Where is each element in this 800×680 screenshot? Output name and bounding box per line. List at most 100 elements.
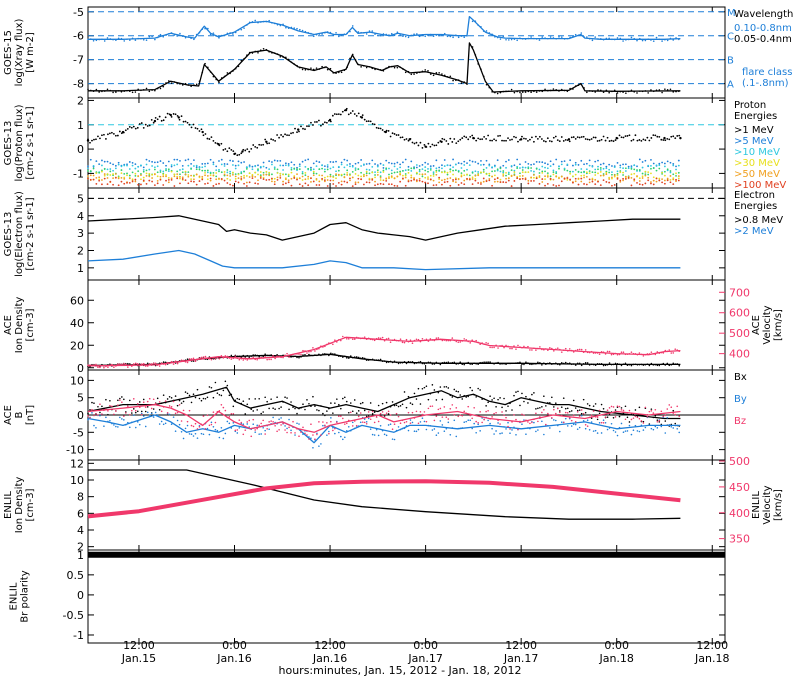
goes13-proton-series-1-dot xyxy=(368,162,371,165)
goes13-proton-series-4-dot xyxy=(569,172,572,175)
ace-magnetic-series-0-noise xyxy=(457,390,460,393)
ace-magnetic-series-0-noise xyxy=(483,398,485,400)
goes15-xray-series-1-noise xyxy=(282,56,284,58)
goes15-xray-flare-class-label: B xyxy=(727,56,734,67)
ace-magnetic-series-0-noise xyxy=(162,394,165,396)
goes15-xray-series-0-noise xyxy=(574,33,577,36)
goes13-proton-series-0-dot xyxy=(493,138,495,141)
goes13-proton-series-0-dot xyxy=(503,139,505,142)
goes13-proton-series-2-dot xyxy=(488,164,491,167)
goes13-proton-series-0-dot xyxy=(260,144,263,146)
goes13-proton-series-0-dot xyxy=(314,121,316,123)
goes13-proton-series-6-dot xyxy=(644,182,647,185)
goes13-proton-series-0-dot xyxy=(479,138,482,141)
ace-magnetic-series-2-noise xyxy=(248,419,251,422)
ace-magnetic-series-0-noise xyxy=(377,404,380,407)
goes13-proton-series-3-dot xyxy=(558,167,560,170)
ace-magnetic-series-0-noise xyxy=(182,400,185,403)
ace-density-velocity-series-1-noise xyxy=(204,355,207,358)
ace-magnetic-series-1-noise xyxy=(425,428,428,431)
goes13-proton-series-0-dot xyxy=(449,137,452,140)
goes15-xray-series-1-noise xyxy=(602,91,605,94)
goes13-proton-series-0-dot xyxy=(487,134,490,137)
ace-density-velocity-right-tick-label: 400 xyxy=(729,348,750,361)
goes13-proton-series-0-dot xyxy=(628,134,631,137)
ace-magnetic-series-0-noise xyxy=(477,387,479,390)
ace-magnetic-series-2-noise xyxy=(499,423,501,425)
ace-density-velocity-series-0-noise xyxy=(471,363,473,366)
ace-density-velocity-series-0-noise xyxy=(553,362,555,365)
goes13-proton-series-2-dot xyxy=(365,168,368,171)
enlil-polarity-y-tick-label: -1 xyxy=(73,629,84,642)
goes15-xray-series-0-noise xyxy=(129,39,131,41)
ace-density-velocity-series-0-noise xyxy=(570,363,573,366)
ace-density-velocity-series-0-noise xyxy=(463,363,466,366)
goes15-xray-series-0-noise xyxy=(605,37,608,40)
goes13-proton-series-3-dot xyxy=(611,173,613,176)
ace-magnetic-series-1-noise xyxy=(614,431,617,433)
goes13-proton-series-1-dot xyxy=(427,163,429,165)
goes13-proton-series-0-dot xyxy=(87,138,89,141)
goes15-xray-series-1-noise xyxy=(672,91,675,93)
goes15-xray-series-0-noise xyxy=(443,32,446,35)
goes13-proton-series-5-dot xyxy=(287,179,290,182)
goes13-proton-series-6-dot xyxy=(385,179,388,182)
goes15-xray-series-0-noise xyxy=(560,36,563,38)
goes13-proton-series-2-dot xyxy=(658,164,661,167)
goes13-proton-series-0-point xyxy=(679,136,682,140)
ace-magnetic-series-1-noise xyxy=(405,425,408,427)
goes13-proton-series-6-dot xyxy=(156,182,159,185)
ace-magnetic-series-0-noise xyxy=(423,386,426,389)
goes13-proton-series-0-dot xyxy=(361,114,364,117)
goes13-proton-series-5-dot xyxy=(496,180,499,183)
goes15-xray-series-0-noise xyxy=(616,37,619,39)
goes13-proton-series-0-dot xyxy=(592,136,595,139)
goes13-proton-legend-title: Energies xyxy=(734,111,777,122)
ace-density-velocity-series-0-noise xyxy=(511,362,513,365)
goes13-proton-series-3-dot xyxy=(323,170,326,173)
goes13-proton-series-0-dot xyxy=(443,138,446,141)
goes13-proton-series-1-dot xyxy=(179,159,181,162)
goes13-proton-series-1-dot xyxy=(234,164,237,167)
ace-magnetic-series-1-noise xyxy=(447,421,450,424)
goes13-proton-series-3-dot xyxy=(92,167,95,170)
goes13-proton-series-4-dot xyxy=(616,174,619,177)
goes15-xray-series-1-noise xyxy=(137,88,139,91)
goes13-proton-series-2-dot xyxy=(513,169,516,172)
goes13-proton-series-5-dot xyxy=(647,176,650,179)
goes13-proton-series-2-dot xyxy=(460,167,463,169)
goes15-xray-series-1-noise xyxy=(382,70,385,72)
ace-magnetic-series-1-noise xyxy=(660,425,663,428)
goes13-proton-series-3-dot xyxy=(569,170,572,173)
ace-magnetic-series-1-noise xyxy=(471,427,473,430)
goes13-proton-series-2-dot xyxy=(374,171,376,174)
ace-magnetic-series-2-noise xyxy=(367,411,370,413)
ace-magnetic-series-1-noise xyxy=(419,421,422,423)
ace-density-velocity-series-0-noise xyxy=(535,363,537,365)
goes15-xray-series-0-noise xyxy=(304,30,307,33)
goes15-xray-series-0-noise xyxy=(396,31,399,33)
goes13-proton-series-0-dot xyxy=(652,134,655,137)
ace-magnetic-series-0-noise xyxy=(554,402,557,404)
ace-magnetic-series-2-noise xyxy=(158,401,161,403)
goes13-proton-series-5-dot xyxy=(290,177,293,180)
goes15-xray-series-0-noise xyxy=(655,36,658,39)
goes13-proton-series-5-dot xyxy=(421,173,424,176)
goes13-proton-series-5-dot xyxy=(396,175,399,178)
goes13-proton-series-3-dot xyxy=(666,168,669,171)
goes13-proton-series-1-dot xyxy=(159,160,162,162)
ace-magnetic-series-0-noise xyxy=(638,406,641,409)
goes13-proton-series-6-dot xyxy=(521,177,524,180)
ace-density-velocity-series-0-noise xyxy=(652,364,655,366)
ace-density-velocity-series-0-noise xyxy=(584,362,587,364)
goes13-proton-series-6-dot xyxy=(585,183,588,186)
goes15-xray-series-1-noise xyxy=(435,71,438,74)
goes13-proton-series-3-dot xyxy=(624,167,627,170)
goes13-proton-series-5-dot xyxy=(413,177,415,179)
goes13-proton-series-0-dot xyxy=(608,140,611,142)
goes13-proton-series-0-dot xyxy=(288,134,290,137)
goes13-proton-series-5-dot xyxy=(527,179,530,182)
ace-density-velocity-series-1-noise xyxy=(491,346,493,349)
ace-magnetic-series-2-noise xyxy=(600,421,603,424)
ace-density-velocity-series-0-noise xyxy=(266,354,268,357)
